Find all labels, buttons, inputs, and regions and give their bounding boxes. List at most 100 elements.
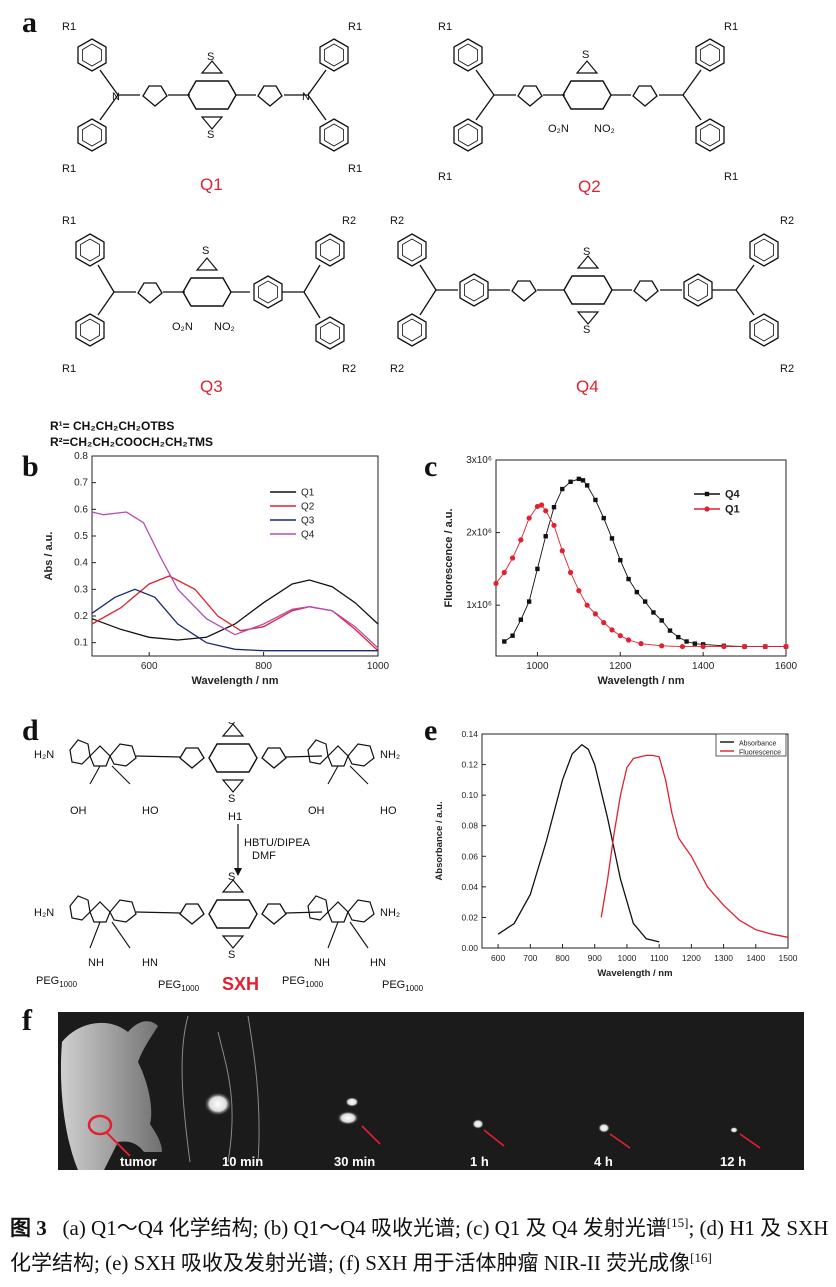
y-axis-label: Absorbance / a.u.: [434, 801, 445, 880]
peg-group: PEG1000: [282, 975, 324, 989]
data-point: [534, 503, 541, 510]
amine-group: H₂N: [34, 749, 54, 761]
data-point: [626, 576, 631, 582]
y-tick-label: 0.5: [74, 531, 88, 542]
x-tick-label: 1600: [775, 661, 798, 672]
y-tick-label: 0.02: [461, 912, 478, 922]
peg-group: PEG1000: [382, 979, 424, 993]
series-line-q3: [91, 588, 378, 652]
data-point: [609, 536, 615, 541]
data-point: [700, 643, 706, 650]
data-point: [580, 478, 586, 483]
y-tick-label: 0.08: [461, 821, 478, 831]
data-point: [568, 479, 573, 484]
no2-group: NO₂: [594, 123, 615, 135]
reagent-text: HBTU/DIPEA: [244, 837, 311, 849]
fluorescence-spot: [345, 1097, 359, 1107]
legend-label: Q2: [301, 502, 315, 513]
x-tick-label: 800: [255, 661, 272, 672]
data-point: [526, 599, 532, 604]
x-tick-label: 1200: [609, 661, 632, 672]
n-atom: N: [302, 91, 310, 103]
series-line-q4: [91, 511, 379, 649]
h1-label: H1: [228, 811, 242, 823]
nir-imaging-strip: tumor 10 min 30 min 1 h 4 h 12 h: [58, 1012, 804, 1170]
data-point: [762, 643, 768, 650]
no2-group: O₂N: [548, 123, 569, 135]
r-group: R1: [438, 171, 452, 183]
y-tick-label: 0.8: [74, 452, 88, 462]
legend-label: Absorbance: [739, 741, 776, 748]
plot-frame: [91, 455, 379, 657]
data-point: [526, 515, 532, 521]
data-point: [667, 628, 673, 633]
plot-frame: [481, 733, 789, 949]
data-point: [551, 504, 557, 510]
time-label: 10 min: [222, 1154, 263, 1169]
data-point: [560, 486, 565, 492]
y-tick-label: 0.04: [461, 882, 478, 892]
legend-label: Q1: [301, 488, 315, 499]
s-atom: S: [207, 51, 214, 63]
x-tick-label: 1400: [746, 953, 765, 963]
data-point: [535, 566, 540, 572]
data-point: [559, 548, 565, 554]
tumor-arrow: [609, 1133, 631, 1149]
r-group: R1: [62, 21, 76, 33]
r-definition: R¹= CH₂CH₂CH₂OTBS: [50, 419, 174, 433]
data-point: [502, 639, 507, 644]
hydroxyl-group: OH: [308, 805, 325, 817]
x-tick-label: 1000: [617, 953, 636, 963]
x-tick-label: 1200: [682, 953, 701, 963]
time-label: tumor: [120, 1154, 157, 1169]
r-group: R2: [780, 215, 794, 227]
r-group: R1: [438, 21, 452, 33]
x-tick-label: 700: [523, 953, 537, 963]
y-tick-label: 0.3: [74, 584, 88, 595]
r-group: R1: [62, 163, 76, 175]
y-tick-label: 0.00: [461, 943, 478, 953]
caption-text: (a) Q1～Q4 化学结构; (b) Q1～Q4 吸收光谱; (c) Q1 及…: [62, 1216, 667, 1240]
tumor-arrow: [105, 1131, 131, 1157]
time-label: 1 h: [470, 1154, 489, 1169]
y-tick-label: 0.6: [74, 504, 88, 515]
panel-label-d: d: [22, 714, 39, 747]
data-point: [551, 522, 557, 528]
data-point: [692, 641, 698, 646]
x-tick-label: 1100: [650, 953, 669, 963]
r-group: R1: [348, 21, 362, 33]
sxh-label: SXH: [222, 974, 259, 994]
legend-label: Fluorescence: [739, 750, 781, 757]
caption-ref: [15]: [666, 1215, 689, 1230]
series-line-fluorescence: [600, 754, 789, 938]
structure-q4: S S R2 R2 R2 R2 Q4: [390, 215, 794, 396]
y-tick-label: 0.10: [461, 790, 478, 800]
panel-label-f: f: [22, 1004, 32, 1037]
hydroxyl-group: HO: [142, 805, 159, 817]
y-tick-label: 0.14: [461, 729, 478, 739]
x-tick-label: 1400: [692, 661, 715, 672]
figure-caption: 图 3 (a) Q1～Q4 化学结构; (b) Q1～Q4 吸收光谱; (c) …: [10, 1208, 830, 1278]
series-line-absorbance: [497, 743, 660, 943]
mouse-outline: [181, 1015, 260, 1163]
data-point: [638, 641, 644, 647]
fluorescence-spot: [204, 1092, 232, 1116]
data-point: [538, 502, 545, 508]
amide-group: NH: [314, 957, 330, 969]
structures-panel: N N S S R1 R1 R1 R1 Q1 S O₂N NO₂ R1 R1 R…: [50, 21, 794, 449]
y-tick-label: 1x10⁶: [466, 600, 492, 611]
r-group: R1: [724, 171, 738, 183]
hydroxyl-group: HO: [380, 805, 397, 817]
data-point: [576, 588, 582, 594]
r-group: R1: [62, 363, 76, 375]
r-group: R1: [62, 215, 76, 227]
figure-number: 图 3: [10, 1216, 47, 1240]
data-point: [625, 637, 632, 643]
x-tick-label: 1000: [367, 661, 390, 672]
y-tick-label: 0.12: [461, 760, 478, 770]
r-group: R1: [724, 21, 738, 33]
data-point: [493, 580, 499, 587]
data-point: [642, 599, 648, 604]
time-label: 4 h: [594, 1154, 613, 1169]
s-atom: S: [228, 949, 235, 961]
